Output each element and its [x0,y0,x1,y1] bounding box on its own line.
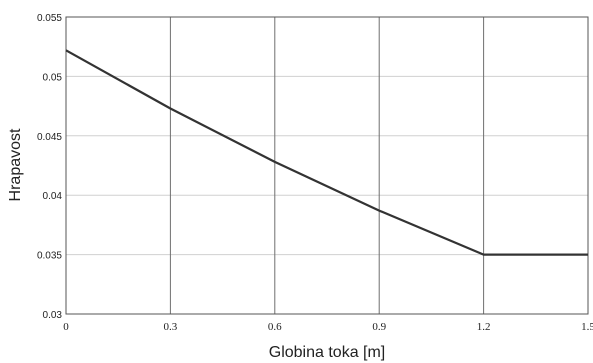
y-tick-label: 0.03 [43,310,63,321]
series-layer [65,49,588,256]
x-tick-label: 0.9 [372,321,386,333]
y-tick-label: 0.045 [37,132,62,143]
x-tick-label: 1.2 [477,321,491,333]
y-tick-label: 0.04 [43,191,63,202]
x-axis-title: Globina toka [m] [269,344,386,361]
x-tick-labels: 0 0.3 0.6 0.9 1.2 1.5 [63,321,593,333]
y-tick-label: 0.055 [37,13,62,24]
series-line-0 [65,49,588,256]
y-tick-label: 0.035 [37,251,62,262]
y-tick-labels: 0.03 0.035 0.04 0.045 0.05 0.055 [37,13,62,321]
y-axis-title: Hrapavost [7,128,24,201]
plot-frame [65,16,589,315]
grid [65,16,589,315]
x-tick-label: 0 [63,321,69,333]
x-tick-label: 1.5 [581,321,593,333]
y-tick-label: 0.05 [43,72,63,83]
x-tick-label: 0.6 [268,321,282,333]
x-tick-label: 0.3 [164,321,178,333]
